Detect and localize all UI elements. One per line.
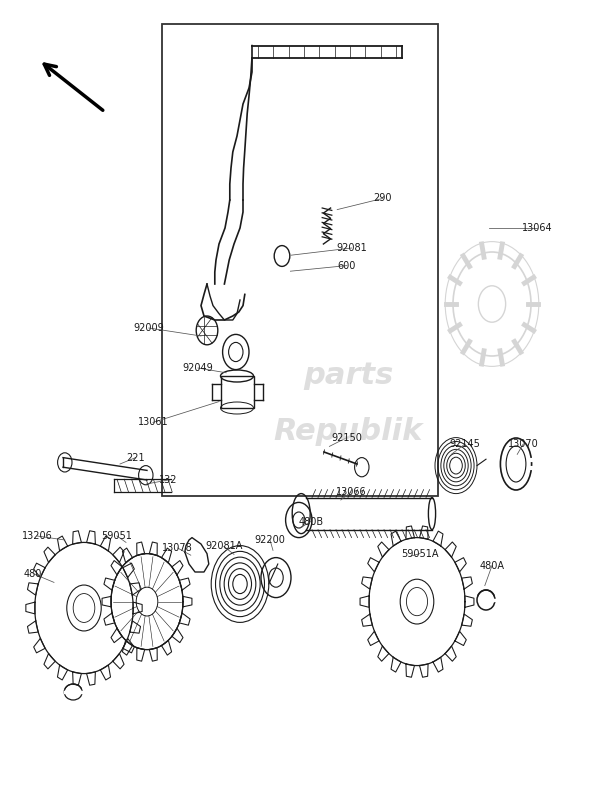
Text: 92145: 92145	[449, 439, 481, 449]
Text: parts: parts	[303, 362, 393, 390]
Text: 480A: 480A	[479, 561, 505, 570]
Text: 92200: 92200	[254, 535, 286, 545]
Bar	[221, 376, 254, 408]
Text: 480B: 480B	[298, 517, 323, 526]
Text: 92009: 92009	[133, 323, 164, 333]
Text: 221: 221	[126, 453, 145, 462]
Text: 92049: 92049	[182, 363, 214, 373]
Text: 13070: 13070	[508, 439, 539, 449]
Text: 290: 290	[374, 194, 392, 203]
Text: 13066: 13066	[335, 487, 367, 497]
Text: 92081A: 92081A	[205, 542, 242, 551]
Text: 480: 480	[24, 569, 42, 578]
Text: 600: 600	[338, 261, 356, 270]
Text: 13061: 13061	[137, 418, 169, 427]
Text: 13064: 13064	[521, 223, 553, 233]
Text: 13206: 13206	[22, 531, 53, 541]
Text: 59051A: 59051A	[401, 549, 439, 558]
Text: Republik: Republik	[274, 418, 422, 446]
Bar	[162, 24, 438, 496]
Text: 92150: 92150	[331, 433, 362, 442]
Text: 13078: 13078	[162, 543, 193, 553]
Text: 132: 132	[159, 475, 177, 485]
Text: 59051: 59051	[101, 531, 133, 541]
Text: 92081: 92081	[336, 243, 367, 253]
